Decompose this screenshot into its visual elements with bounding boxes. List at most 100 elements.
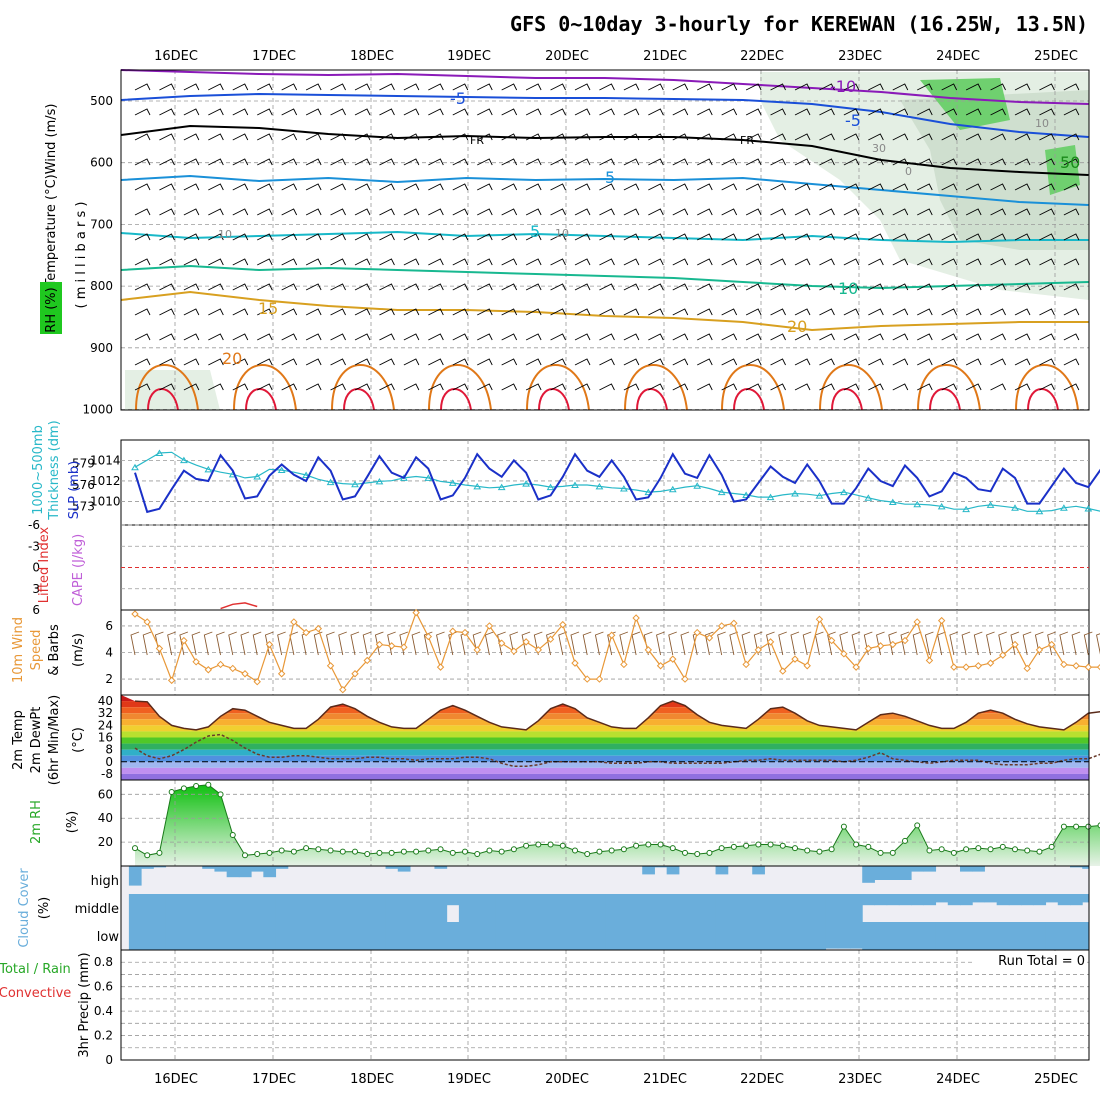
wind-barb (281, 258, 298, 266)
wind-barb (374, 631, 384, 656)
wind-barb (851, 631, 861, 656)
rh-point (400, 848, 407, 855)
wind-barb (990, 83, 1006, 91)
wind-barb (941, 258, 958, 266)
wind-barb (448, 631, 457, 656)
wind-barb (134, 233, 151, 241)
wind-barb (1063, 333, 1080, 341)
wind-barb (1083, 631, 1093, 656)
temperature-tick-label: 16 (98, 731, 113, 745)
cloud-cover-bar (214, 922, 228, 950)
wind-barb (770, 308, 786, 316)
wind-barb (697, 183, 713, 191)
contour-label: 15 (258, 299, 278, 318)
cloud-cover-bar (862, 922, 875, 950)
wind-barb (721, 158, 738, 166)
cloud-cover-bar (740, 894, 753, 922)
wind-speed-point (510, 647, 518, 655)
wind-barb (729, 631, 739, 656)
cloud-cover-bar (1082, 922, 1089, 950)
wind-barb (599, 308, 615, 316)
wind-barb (721, 208, 738, 216)
wind-barb (717, 631, 726, 656)
wind-barb (183, 108, 200, 116)
wind-barb (721, 333, 738, 341)
wind-barb (183, 158, 200, 166)
temperature-color-band (121, 749, 1089, 756)
wind-speed-point (571, 659, 579, 667)
wind-barb (501, 258, 518, 266)
thickness-line (134, 451, 1100, 512)
precip-tick-label: 0.8 (94, 955, 113, 969)
thickness-point (693, 482, 702, 489)
wind-barb (252, 631, 262, 656)
wind-barb (721, 258, 738, 266)
wind-barb (232, 83, 249, 91)
wind-barb (281, 308, 298, 316)
date-label-bottom: 20DEC (545, 1072, 589, 1087)
wind-barb (794, 283, 811, 291)
wind-barb (574, 83, 591, 91)
wind-barb (452, 383, 469, 391)
wind-barb (379, 208, 395, 216)
cloud-level-label: low (97, 930, 120, 945)
wind-barb (965, 258, 982, 266)
wind-barb (525, 208, 542, 216)
cloud-cover-bar (300, 894, 313, 922)
rh-point (620, 846, 627, 853)
rh-point (999, 843, 1006, 850)
wind-barb (721, 133, 738, 141)
contour-label: -5 (450, 89, 466, 108)
wind-barb (697, 308, 713, 316)
wind-barb (697, 383, 713, 391)
wind-barb (819, 233, 835, 241)
cloud-cover-bar (678, 922, 692, 950)
rh-point (1073, 823, 1080, 830)
cloud-cover-bar (226, 922, 240, 950)
wind-barb (477, 233, 493, 241)
wind-barb (1022, 631, 1032, 656)
cloud-cover-bar (202, 894, 215, 922)
wind-speed-point (277, 670, 286, 678)
dewpoint-line (134, 733, 1100, 768)
temperature-unit-label: (°C) (71, 727, 86, 753)
wind-barb (452, 208, 469, 216)
cloud-cover-bar (764, 894, 778, 922)
wind-barb (362, 631, 372, 656)
wind-barb (790, 631, 800, 656)
contour-label: 10 (1035, 117, 1049, 130)
cloud-cover-bar (862, 866, 875, 883)
cloud-cover-bar (263, 922, 277, 950)
wind-barb (501, 383, 518, 391)
wind-barb (525, 383, 542, 391)
cloud-cover-bar (495, 922, 509, 950)
wind-barb (134, 158, 151, 166)
wind-speed-point (229, 664, 237, 673)
wind-barb (745, 383, 762, 391)
cloud-cover-bar (483, 922, 497, 950)
wind-barb (672, 183, 689, 191)
wind-speed-point (339, 685, 347, 694)
wind-speed-point (669, 655, 677, 663)
wind-speed-point (302, 628, 310, 637)
wind-barb (892, 308, 909, 316)
wind-barb (477, 133, 493, 141)
wind-barb (354, 158, 371, 166)
wind-barb (550, 258, 566, 266)
wind-speed-point (742, 660, 750, 669)
wind-barb (819, 208, 835, 216)
wind-barb (452, 283, 469, 291)
thickness-point (546, 483, 555, 491)
cloud-cover-bar (434, 922, 448, 950)
minmax-axis-label: (6hr Min/Max) (47, 695, 62, 785)
wind-speed-point (363, 656, 371, 665)
wind-barb (501, 108, 518, 116)
thickness-point (326, 478, 335, 486)
wind-speed-point (803, 662, 811, 670)
rh-point (792, 845, 798, 852)
wind-barb (574, 108, 591, 116)
cloud-cover-bar (923, 894, 937, 906)
cloud-cover-bar (703, 894, 717, 922)
wind-barb (843, 208, 860, 216)
rh-point (486, 847, 493, 854)
